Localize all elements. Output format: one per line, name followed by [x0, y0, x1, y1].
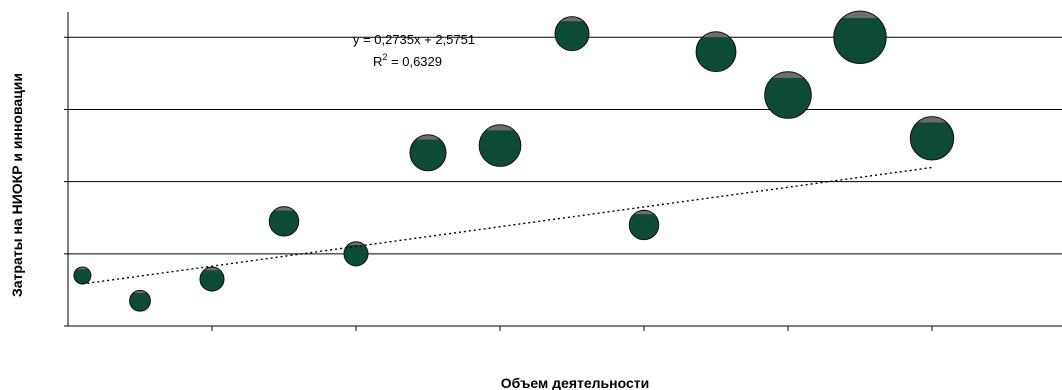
bubble — [833, 10, 887, 64]
bubble-body — [129, 290, 151, 312]
bubble-outline — [833, 10, 887, 64]
axes — [64, 12, 1062, 331]
bubble-body — [764, 71, 812, 119]
bubble-outline — [409, 134, 447, 172]
bubble-body — [696, 31, 736, 72]
bubble — [628, 209, 660, 241]
bubble-highlight — [269, 206, 299, 211]
bubble — [695, 31, 737, 73]
bubble-body — [555, 16, 589, 51]
bubble-outline — [478, 124, 522, 167]
bubble-highlight — [199, 267, 225, 271]
bubble-highlight — [555, 16, 589, 22]
trendline-equation-text: y = 0,2735x + 2,5751 — [353, 32, 475, 47]
bubble-body — [409, 134, 447, 171]
bubble-body — [910, 116, 954, 160]
bubble-highlight — [764, 71, 812, 79]
x-axis-title: Объем деятельности — [501, 375, 649, 390]
bubble-outline — [343, 241, 369, 267]
bubble — [554, 16, 590, 52]
bubble — [909, 116, 955, 161]
bubble-outline — [695, 31, 737, 73]
bubble-outline — [73, 266, 92, 285]
bubble-outline — [554, 16, 590, 52]
r-squared-letter: R — [373, 54, 382, 69]
bubble-highlight — [409, 134, 447, 140]
trendline-equation: y = 0,2735x + 2,5751 R2 = 0,6329 — [353, 32, 475, 69]
bubble-body — [199, 267, 225, 292]
bubble-highlight — [696, 31, 736, 38]
y-axis-title: Затраты на НИОКР и инновации — [9, 73, 25, 297]
bubble — [73, 266, 92, 285]
bubble-body — [479, 124, 521, 167]
bubble — [478, 124, 522, 167]
bubble-highlight — [629, 210, 659, 215]
bubble-body — [269, 206, 299, 237]
bubble-highlight — [479, 124, 521, 131]
bubble-outline — [268, 206, 300, 237]
bubble-body — [833, 11, 887, 64]
bubbles — [73, 10, 955, 312]
bubble-outline — [764, 71, 812, 119]
bubble-highlight — [129, 290, 151, 294]
bubble — [199, 266, 225, 292]
bubble-highlight — [343, 241, 369, 246]
bubble-outline — [909, 116, 955, 161]
bubble — [129, 289, 151, 312]
trendline — [82, 166, 933, 285]
bubble-body — [73, 266, 91, 284]
bubble-body — [629, 210, 659, 240]
bubble-outline — [628, 209, 660, 241]
bubble — [409, 134, 447, 172]
r-squared-superscript: 2 — [382, 52, 387, 62]
trendline-group — [82, 166, 933, 285]
bubble-highlight — [833, 11, 887, 19]
r-squared-text: R2 = 0,6329 — [373, 52, 442, 69]
r-squared-value: = 0,6329 — [387, 54, 442, 69]
bubble-outline — [129, 289, 151, 312]
bubble-highlight — [910, 116, 954, 123]
bubble — [764, 71, 812, 119]
bubble-outline — [199, 266, 225, 292]
bubble-highlight — [73, 266, 91, 270]
bubble — [268, 206, 300, 237]
bubble — [343, 241, 369, 267]
